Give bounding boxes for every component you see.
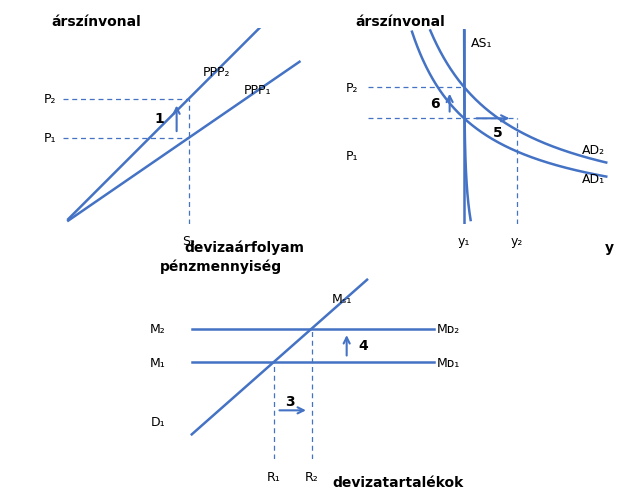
Text: árszínvonal: árszínvonal <box>356 15 446 29</box>
Text: M₁: M₁ <box>150 356 166 369</box>
Text: Mᴅ₁: Mᴅ₁ <box>437 356 460 369</box>
Text: devizatartalékok: devizatartalékok <box>332 475 463 488</box>
Text: M₂: M₂ <box>150 323 166 335</box>
Text: pénzmennyiség: pénzmennyiség <box>160 259 282 273</box>
Text: P₂: P₂ <box>44 93 56 106</box>
Text: R₂: R₂ <box>305 470 318 483</box>
Text: S₂: S₂ <box>182 234 195 247</box>
Text: PPP₁: PPP₁ <box>244 84 271 97</box>
Text: y₁: y₁ <box>458 234 470 247</box>
Text: P₁: P₁ <box>44 132 56 145</box>
Text: PPP₂: PPP₂ <box>203 66 231 79</box>
Text: 4: 4 <box>358 339 368 353</box>
Text: AD₁: AD₁ <box>582 173 605 186</box>
Text: árszínvonal: árszínvonal <box>51 15 141 29</box>
Text: AS₁: AS₁ <box>471 37 493 49</box>
Text: y: y <box>604 240 614 254</box>
Text: 1: 1 <box>155 112 165 126</box>
Text: y₂: y₂ <box>511 234 523 247</box>
Text: Mᴅ₂: Mᴅ₂ <box>437 323 460 335</box>
Text: R₁: R₁ <box>267 470 281 483</box>
Text: 5: 5 <box>493 126 503 140</box>
Text: AD₂: AD₂ <box>582 144 605 157</box>
Text: 3: 3 <box>285 394 295 408</box>
Text: devizaárfolyam: devizaárfolyam <box>184 240 304 255</box>
Text: 6: 6 <box>430 97 440 110</box>
Text: P₂: P₂ <box>346 81 358 94</box>
Text: Mₛ₁: Mₛ₁ <box>332 292 353 305</box>
Text: P₁: P₁ <box>346 150 358 163</box>
Text: D₁: D₁ <box>152 415 166 428</box>
